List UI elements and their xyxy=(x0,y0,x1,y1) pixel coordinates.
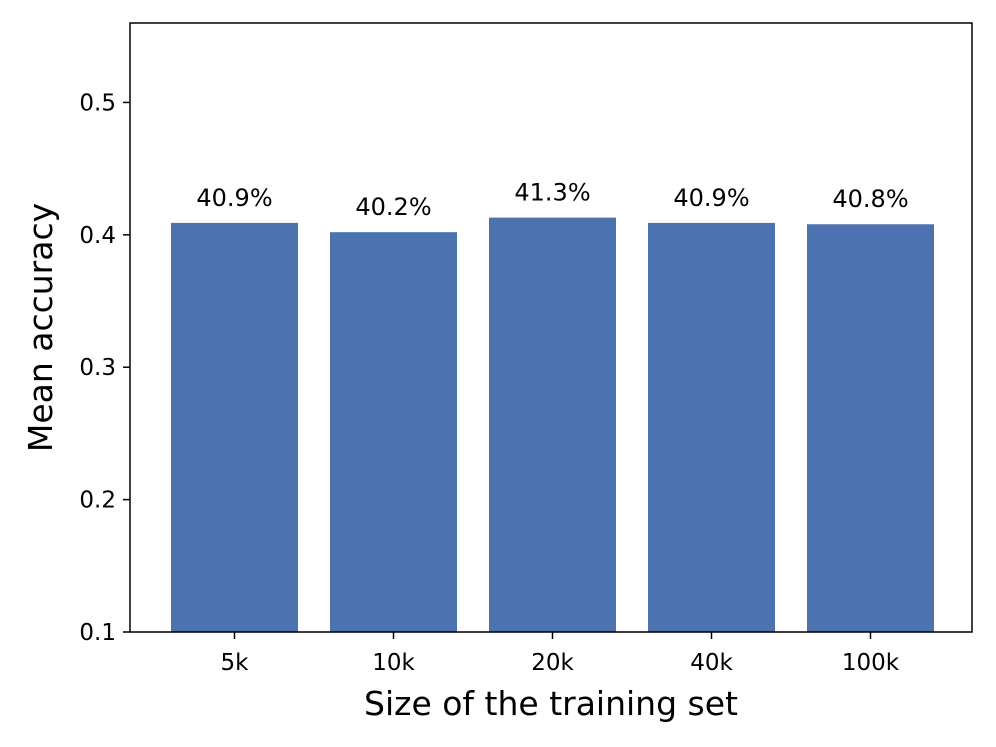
y-tick-label-0.1: 0.1 xyxy=(79,620,116,646)
bars-group xyxy=(171,217,934,632)
y-axis-title: Mean accuracy xyxy=(21,203,60,452)
x-tick-label-40k: 40k xyxy=(690,650,733,676)
data-label-40k: 40.9% xyxy=(673,184,749,212)
x-axis: 5k 10k 20k 40k 100k xyxy=(221,632,900,676)
bar-100k xyxy=(807,224,934,632)
y-tick-label-0.4: 0.4 xyxy=(79,223,116,249)
data-label-5k: 40.9% xyxy=(196,184,272,212)
bar-20k xyxy=(489,217,616,632)
y-tick-label-0.2: 0.2 xyxy=(79,488,116,514)
x-tick-label-20k: 20k xyxy=(531,650,574,676)
y-axis: 0.1 0.2 0.3 0.4 0.5 xyxy=(79,90,130,646)
x-tick-label-10k: 10k xyxy=(372,650,415,676)
x-tick-label-5k: 5k xyxy=(221,650,250,676)
y-tick-label-0.5: 0.5 xyxy=(79,90,116,116)
data-label-10k: 40.2% xyxy=(355,193,431,221)
x-axis-title: Size of the training set xyxy=(364,684,738,723)
bar-40k xyxy=(648,222,775,632)
data-label-20k: 41.3% xyxy=(514,179,590,207)
data-label-100k: 40.8% xyxy=(832,185,908,213)
x-tick-label-100k: 100k xyxy=(842,650,900,676)
y-tick-label-0.3: 0.3 xyxy=(79,355,116,381)
data-labels-group: 40.9% 40.2% 41.3% 40.9% 40.8% xyxy=(196,179,908,222)
plot-frame xyxy=(129,22,973,633)
bar-5k xyxy=(171,222,298,632)
bar-10k xyxy=(330,232,457,632)
